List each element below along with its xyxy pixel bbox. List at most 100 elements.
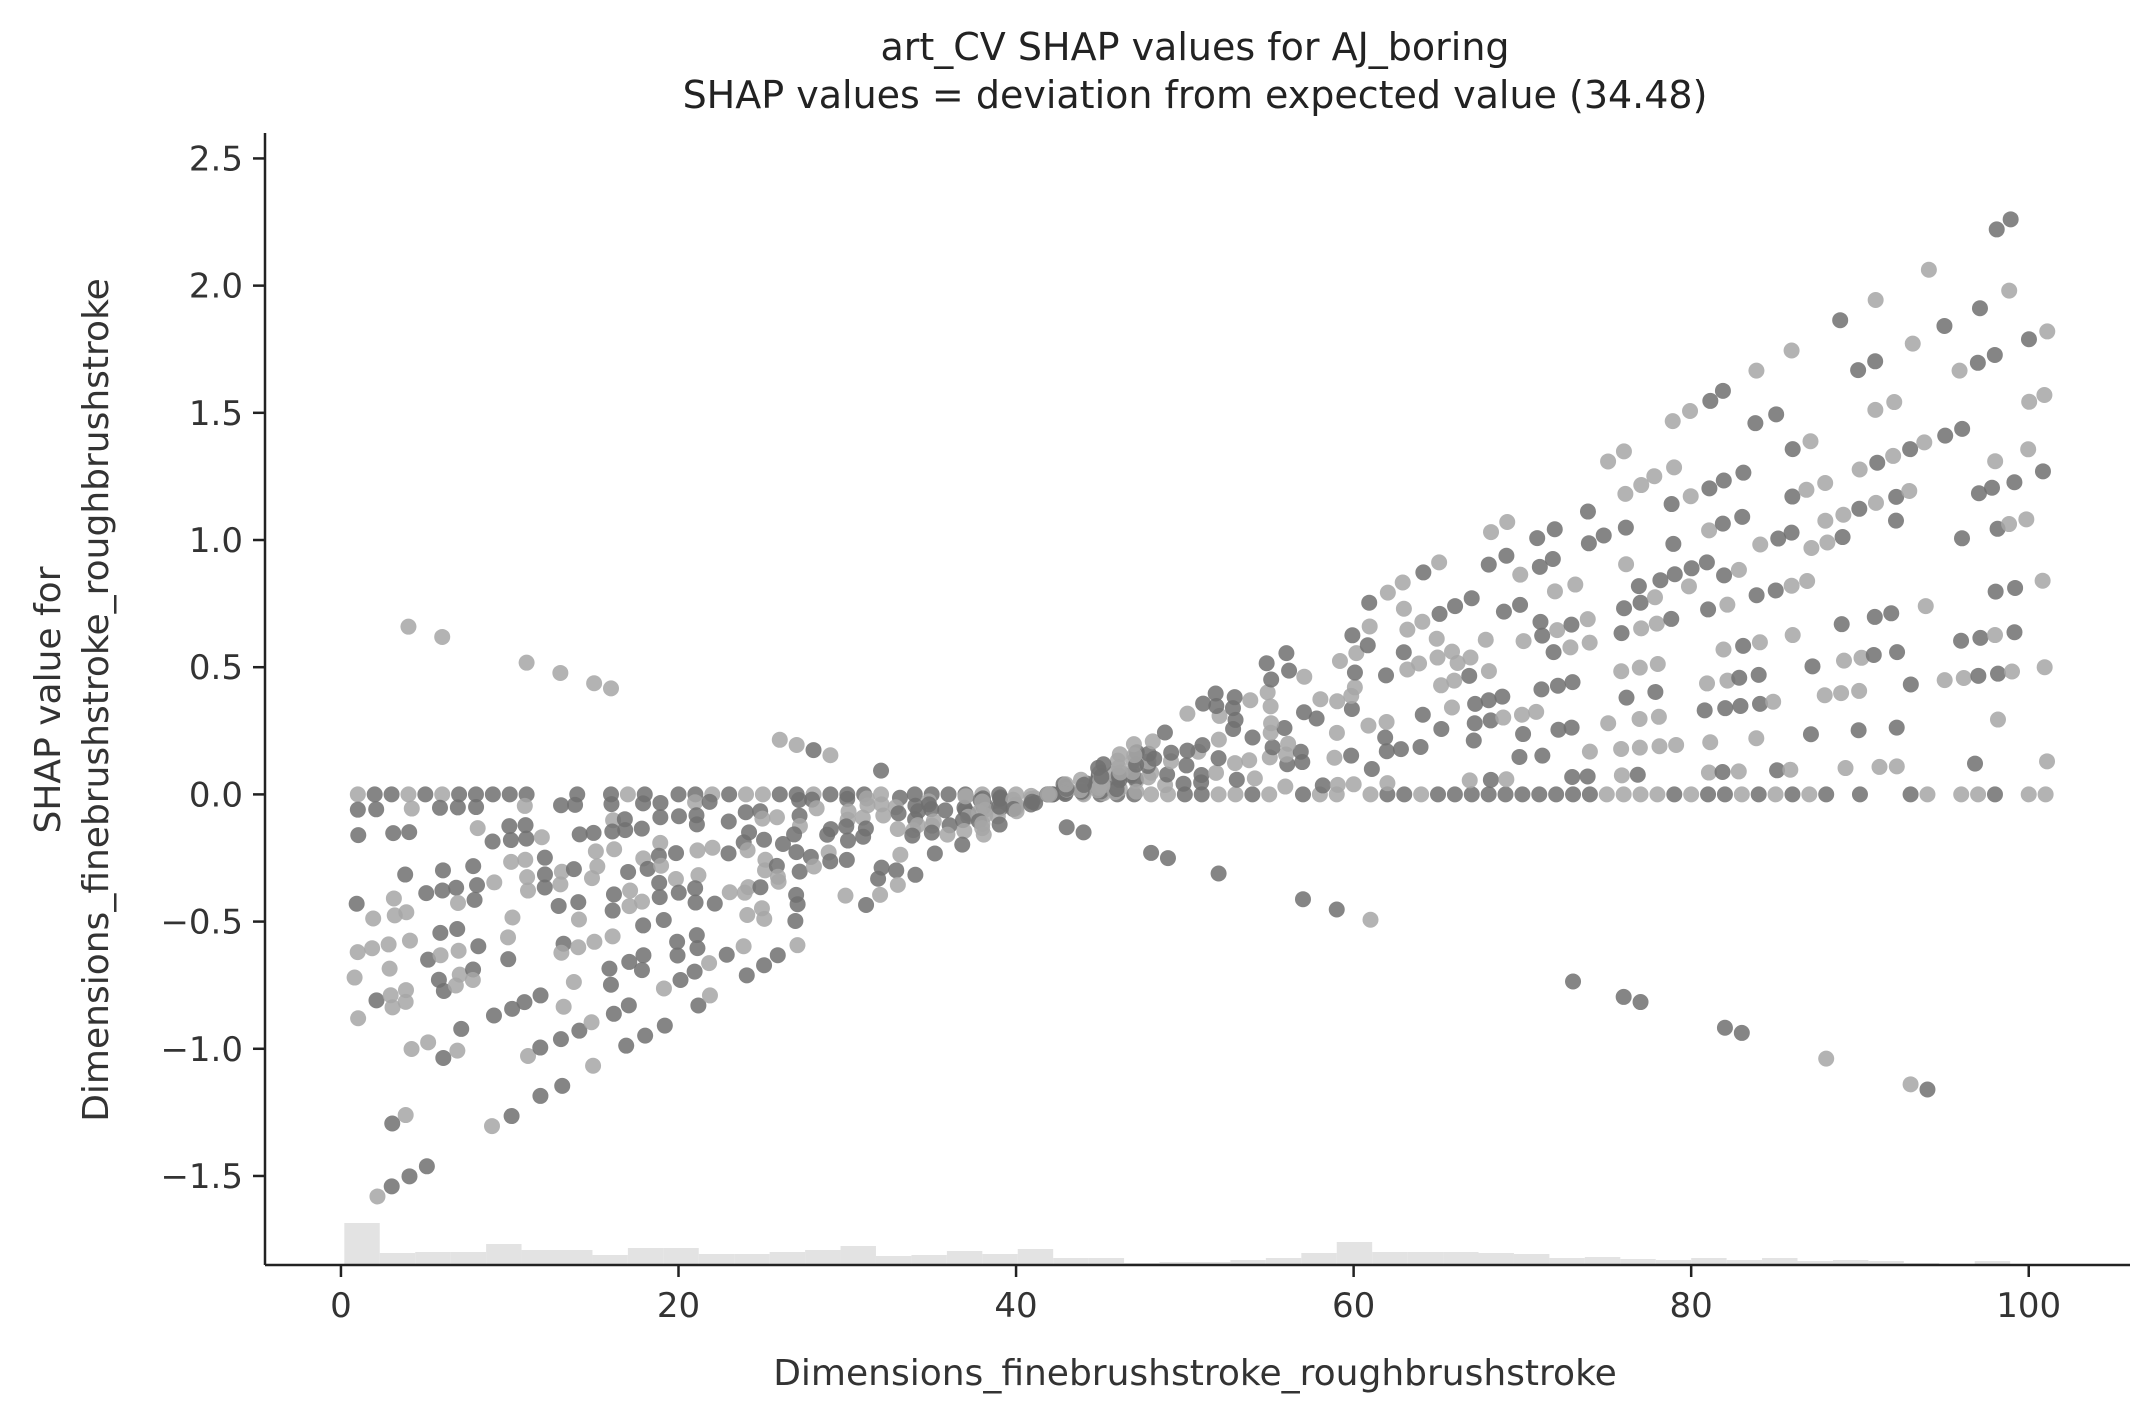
data-point (1428, 630, 1445, 647)
data-point (633, 893, 650, 910)
data-point (704, 839, 721, 856)
data-point (1263, 715, 1280, 732)
data-point (1512, 596, 1529, 613)
data-point (890, 805, 907, 822)
data-point (1735, 637, 1752, 654)
data-point (1277, 778, 1294, 795)
data-point (1953, 530, 1970, 547)
data-point (587, 843, 604, 860)
data-point (1567, 576, 1584, 593)
data-point (397, 993, 414, 1010)
data-point (1680, 578, 1697, 595)
data-point (1834, 529, 1851, 546)
data-point (449, 799, 466, 816)
data-point (1600, 715, 1617, 732)
data-point (1632, 594, 1649, 611)
data-point (1411, 655, 1428, 672)
data-point (1497, 786, 1514, 803)
data-point (1041, 786, 1058, 803)
data-point (586, 675, 603, 692)
data-point (1276, 719, 1293, 736)
data-point (2021, 393, 2038, 410)
data-point (1616, 600, 1633, 617)
data-point (1193, 786, 1210, 803)
data-point (2020, 786, 2037, 803)
data-point (808, 800, 825, 817)
data-point (754, 786, 771, 803)
data-point (417, 786, 434, 803)
data-point (1210, 731, 1227, 748)
data-point (620, 863, 637, 880)
data-point (503, 1108, 520, 1125)
data-point (788, 736, 805, 753)
data-point (1733, 1024, 1750, 1041)
data-point (1581, 634, 1598, 651)
histogram-bar (1726, 1260, 1763, 1265)
data-point (1666, 566, 1683, 583)
data-point (1799, 572, 1816, 589)
data-point (604, 823, 621, 840)
data-point (688, 816, 705, 833)
data-point (464, 972, 481, 989)
data-point (1618, 689, 1635, 706)
data-point (1564, 674, 1581, 691)
histogram-bar (1832, 1260, 1869, 1265)
data-point (1163, 744, 1180, 761)
data-point (2006, 624, 2023, 641)
y-tick-label: 1.5 (189, 394, 243, 434)
data-point (618, 1037, 635, 1054)
data-point (1888, 488, 1905, 505)
data-point (1969, 354, 1986, 371)
data-point (1057, 776, 1074, 793)
data-point (690, 997, 707, 1014)
data-point (602, 976, 619, 993)
data-point (349, 944, 366, 961)
histogram-bar (1549, 1258, 1585, 1265)
data-point (1887, 512, 1904, 529)
data-point (1835, 506, 1852, 523)
data-point (1817, 512, 1834, 529)
data-point (622, 882, 639, 899)
data-point (1193, 766, 1210, 783)
data-point (670, 808, 687, 825)
data-point (1494, 688, 1511, 705)
data-point (822, 853, 839, 870)
data-point (1701, 480, 1718, 497)
data-point (448, 879, 465, 896)
data-point (1346, 679, 1363, 696)
data-point (957, 788, 974, 805)
histogram-bar (1584, 1257, 1621, 1265)
data-point (1513, 706, 1530, 723)
data-point (1682, 403, 1699, 420)
data-point (701, 955, 718, 972)
data-point (604, 902, 621, 919)
data-point (384, 1115, 401, 1132)
data-point (686, 963, 703, 980)
data-point (1970, 667, 1987, 684)
data-point (1784, 786, 1801, 803)
data-point (1615, 443, 1632, 460)
data-point (1242, 692, 1259, 709)
data-point (1415, 564, 1432, 581)
data-point (1075, 776, 1092, 793)
histogram-bar (1691, 1258, 1727, 1265)
histogram-bar (1478, 1253, 1514, 1265)
data-point (701, 987, 718, 1004)
data-point (907, 866, 924, 883)
data-point (1465, 732, 1482, 749)
data-point (1714, 382, 1731, 399)
data-point (768, 809, 785, 826)
data-point (1210, 750, 1227, 767)
data-point (1294, 891, 1311, 908)
data-point (431, 799, 448, 816)
data-point (1329, 776, 1346, 793)
data-point (1886, 394, 1903, 411)
data-point (1463, 590, 1480, 607)
data-point (1329, 693, 1346, 710)
data-point (420, 951, 437, 968)
data-point (368, 992, 385, 1009)
data-point (400, 786, 417, 803)
data-point (570, 894, 587, 911)
data-point (1970, 485, 1987, 502)
data-point (652, 794, 669, 811)
